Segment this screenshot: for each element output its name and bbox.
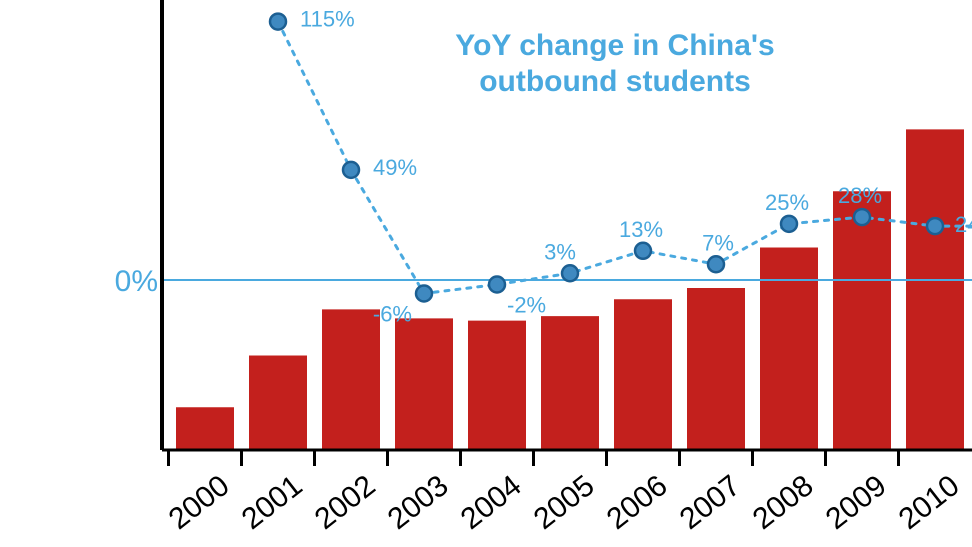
xlabel-2006: 2006 [601, 469, 674, 536]
marker-2005 [562, 265, 578, 281]
zero-label: 0% [115, 265, 158, 298]
bar-2003 [395, 318, 453, 450]
marker-2003 [416, 285, 432, 301]
marker-2007 [708, 256, 724, 272]
point-label-2007: 7% [702, 230, 734, 255]
marker-2002 [343, 162, 359, 178]
point-label-2010: 24% [955, 212, 972, 237]
bar-2000 [176, 407, 234, 450]
point-label-2005: 3% [544, 239, 576, 264]
xlabel-2005: 2005 [528, 469, 601, 536]
point-label-2001: 115% [300, 7, 355, 32]
xlabel-2010: 2010 [893, 469, 966, 536]
marker-2008 [781, 216, 797, 232]
point-label-2002: 49% [373, 155, 417, 180]
bar-2010 [906, 129, 964, 450]
marker-2010 [927, 218, 943, 234]
bars-group [176, 129, 964, 450]
xlabel-2003: 2003 [382, 469, 455, 536]
bar-2009 [833, 191, 891, 450]
point-label-2008: 25% [765, 190, 809, 215]
point-label-2004: -2% [507, 292, 546, 317]
bar-2005 [541, 316, 599, 450]
xlabel-2004: 2004 [455, 469, 528, 536]
bar-2002 [322, 309, 380, 450]
bar-2004 [468, 321, 526, 450]
xlabel-2007: 2007 [674, 469, 747, 536]
xlabel-2000: 2000 [163, 469, 236, 536]
x-ticks [169, 450, 899, 466]
chart-title: YoY change in China'soutbound students [455, 29, 774, 98]
bar-2001 [249, 356, 307, 451]
marker-2004 [489, 276, 505, 292]
point-label-2006: 13% [619, 217, 663, 242]
xlabel-2002: 2002 [309, 469, 382, 536]
xlabel-2008: 2008 [747, 469, 820, 536]
chart-svg: 0%20002001200220032004200520062007200820… [0, 0, 972, 547]
marker-2009 [854, 209, 870, 225]
x-labels: 2000200120022003200420052006200720082009… [163, 469, 966, 536]
bar-2006 [614, 299, 672, 450]
bar-2008 [760, 248, 818, 451]
point-label-2009: 28% [838, 183, 882, 208]
xlabel-2009: 2009 [820, 469, 893, 536]
xlabel-2001: 2001 [236, 469, 309, 536]
chart-container: 0%20002001200220032004200520062007200820… [0, 0, 972, 547]
point-label-2003: -6% [373, 301, 412, 326]
marker-2006 [635, 243, 651, 259]
marker-2001 [270, 14, 286, 30]
bar-2007 [687, 288, 745, 450]
